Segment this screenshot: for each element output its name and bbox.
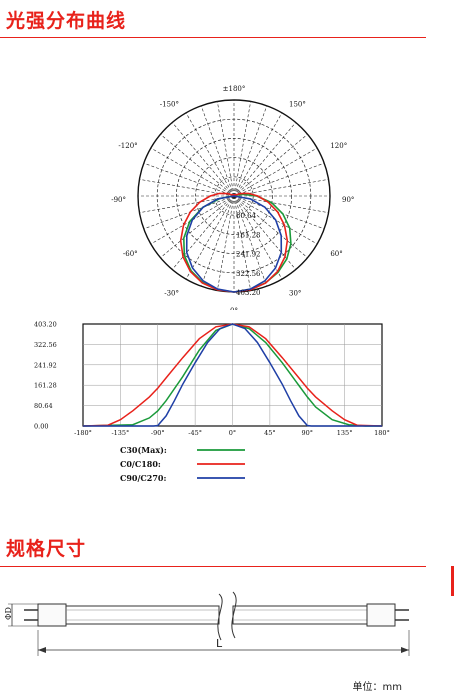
polar-spoke [233, 195, 268, 287]
line-series-c90-c270 [83, 323, 382, 427]
y-tick-label: 241.92 [34, 361, 57, 369]
polar-spoke [172, 195, 235, 270]
x-tick-label: -135° [111, 429, 129, 437]
polar-spoke [233, 101, 251, 197]
polar-spoke [200, 195, 235, 287]
polar-angle-label: 0° [230, 307, 238, 310]
polar-series [179, 192, 292, 293]
polar-angle-label: ±180° [223, 85, 246, 93]
polar-radial-label: 80.64 [236, 212, 257, 220]
polar-angle-label: -150° [160, 101, 179, 109]
polar-spoke [185, 112, 235, 197]
polar-spoke [185, 195, 235, 280]
polar-spoke [233, 112, 283, 197]
polar-labels: ±180° 150° 120° 90° 60° 30° 0° -30° -60° -90° -120… [111, 85, 354, 310]
tube-body-left [65, 605, 220, 625]
x-tick-label: 0° [229, 429, 236, 437]
polar-radial-label: 322.56 [236, 270, 261, 278]
title-rule [0, 37, 426, 38]
polar-spoke [160, 134, 235, 197]
polar-spoke [233, 162, 325, 197]
polar-spoke [233, 105, 268, 197]
polar-angle-label: -120° [118, 142, 137, 150]
polar-angle-label: 120° [330, 142, 347, 150]
polar-intensity-chart: ±180° 150° 120° 90° 60° 30° 0° -30° -60° -90° -120… [111, 85, 354, 310]
polar-spoke [172, 122, 235, 197]
polar-radial-label: 161.28 [236, 231, 261, 239]
polar-spoke [233, 147, 318, 197]
left-end-cap [37, 603, 67, 627]
polar-angle-label: -60° [123, 250, 138, 258]
line-series [82, 323, 383, 427]
tube-dimension-drawing: ΦD L [4, 591, 410, 656]
length-label: L [216, 637, 223, 650]
polar-spoke [233, 134, 308, 197]
polar-ring [195, 157, 273, 235]
red-edge-tab [451, 566, 454, 596]
x-tick-label: 45° [264, 429, 276, 437]
title-rule [0, 566, 426, 567]
polar-series-c90-c270 [185, 195, 283, 293]
x-tick-label: -90° [151, 429, 165, 437]
x-tick-label: 90° [301, 429, 313, 437]
polar-spoke [217, 195, 235, 291]
y-tick-label: 403.20 [34, 321, 57, 329]
line-labels: -180° -135° -90° -45° 0° 45° 90° 135° 180° 0.00 80… [34, 321, 390, 438]
y-tick-label: 80.64 [34, 402, 53, 410]
unit-label: 单位：mm [352, 682, 402, 693]
legend-label: C30(Max): [120, 445, 167, 455]
chart-legend: C30(Max): C0/C180: C90/C270: [120, 445, 245, 483]
polar-angle-label: 90° [342, 196, 354, 204]
polar-radial-label: 241.92 [236, 251, 261, 259]
x-tick-label: 180° [374, 429, 390, 437]
x-tick-label: 135° [337, 429, 353, 437]
polar-spoke [217, 101, 235, 197]
right-end-cap [366, 603, 396, 627]
linear-intensity-chart: -180° -135° -90° -45° 0° 45° 90° 135° 180° 0.00 80… [34, 321, 390, 484]
section-title-light-distribution: 光强分布曲线 [6, 10, 127, 32]
section-title-dimensions: 规格尺寸 [6, 538, 87, 560]
polar-angle-label: -30° [164, 289, 179, 297]
polar-angle-label: 150° [289, 101, 306, 109]
polar-spoke [143, 195, 235, 230]
tube-body-right [232, 605, 368, 625]
x-tick-label: -45° [188, 429, 202, 437]
line-grid [82, 323, 383, 427]
diameter-label: ΦD [4, 607, 13, 620]
x-tick-label: -180° [74, 429, 92, 437]
y-tick-label: 0.00 [34, 423, 48, 431]
polar-spoke [160, 195, 235, 258]
y-tick-label: 161.28 [34, 382, 57, 390]
line-series-c30-max- [82, 323, 382, 427]
polar-angle-label: -90° [111, 196, 126, 204]
polar-spoke [233, 122, 296, 197]
polar-spoke [200, 105, 235, 197]
polar-spoke [233, 195, 325, 230]
polar-angle-label: 30° [289, 289, 301, 297]
polar-spoke [233, 195, 251, 291]
polar-spoke [143, 162, 235, 197]
break-line [217, 593, 223, 641]
polar-angle-label: 60° [330, 250, 342, 258]
polar-spoke [233, 195, 308, 258]
break-line [231, 591, 237, 639]
y-tick-label: 322.56 [34, 341, 57, 349]
legend-label: C90/C270: [120, 473, 166, 483]
polar-spoke [150, 147, 235, 197]
polar-spoke [233, 195, 283, 280]
polar-radial-label: 403.20 [236, 289, 261, 297]
legend-label: C0/C180: [120, 459, 161, 469]
